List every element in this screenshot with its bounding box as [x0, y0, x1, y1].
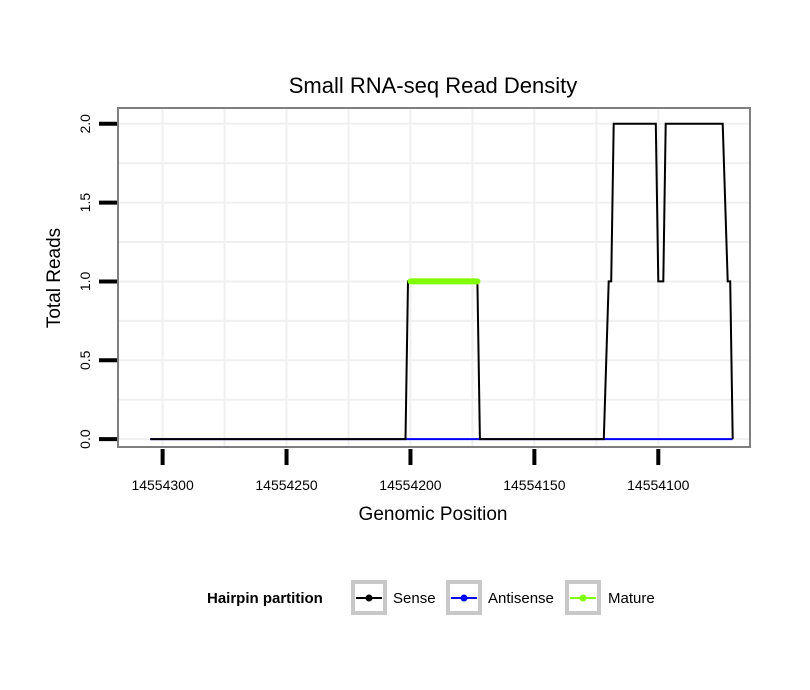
y-tick-label: 0.5	[77, 350, 93, 370]
y-tick-label: 1.0	[77, 271, 93, 291]
legend-label: Sense	[393, 590, 436, 607]
y-tick-label: 0.0	[77, 429, 93, 449]
x-tick-label: 14554150	[503, 477, 566, 493]
y-axis-title: Total Reads	[44, 228, 65, 328]
chart-title: Small RNA-seq Read Density	[289, 73, 578, 98]
y-tick-label: 1.5	[77, 193, 93, 213]
legend-label: Mature	[608, 590, 655, 607]
legend-title: Hairpin partition	[207, 590, 323, 607]
x-tick-label: 14554100	[627, 477, 690, 493]
legend-item-sense: Sense	[351, 580, 436, 615]
legend-key-point	[365, 594, 373, 602]
plot-panel	[117, 107, 751, 448]
legend-key-point	[460, 594, 468, 602]
legend-item-antisense: Antisense	[446, 580, 554, 615]
legend: Hairpin partition Sense Antisense Mature	[207, 580, 655, 615]
legend-item-mature: Mature	[565, 580, 655, 615]
series-layer	[150, 122, 734, 441]
x-tick-label: 14554250	[255, 477, 318, 493]
y-axis: 0.0 0.5 1.0 1.5 2.0	[77, 114, 117, 449]
grid	[118, 108, 750, 447]
x-axis-title: Genomic Position	[359, 504, 508, 525]
legend-key-point	[579, 594, 587, 602]
x-tick-label: 14554200	[379, 477, 442, 493]
legend-label: Antisense	[488, 590, 554, 607]
x-axis: 14554300 14554250 14554200 14554150 14554100	[131, 449, 690, 493]
y-tick-label: 2.0	[77, 114, 93, 134]
x-tick-label: 14554300	[131, 477, 194, 493]
